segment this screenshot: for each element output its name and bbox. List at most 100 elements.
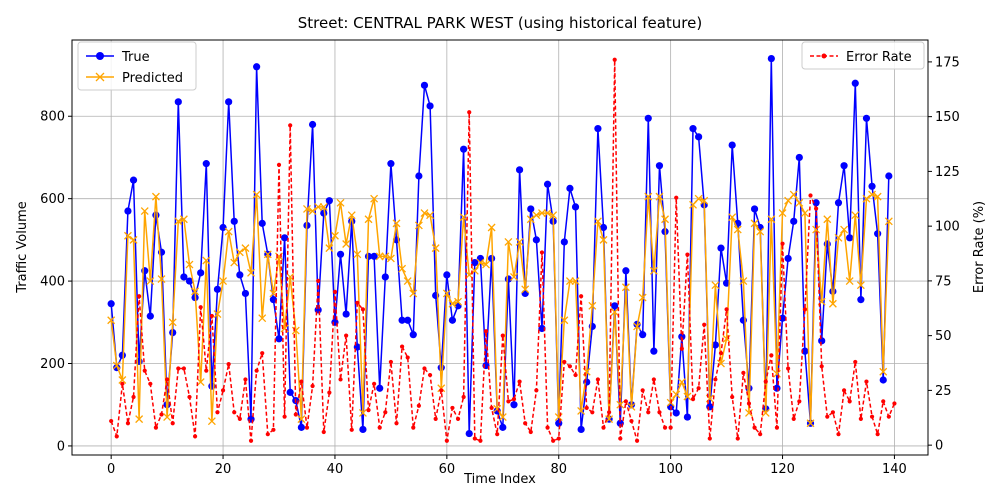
predicted-point: [163, 413, 172, 422]
error-point: [881, 399, 886, 404]
true-point: [185, 277, 194, 285]
error-point: [634, 438, 640, 443]
error-point: [243, 377, 248, 382]
true-point: [219, 223, 227, 232]
legend-true-label: True: [121, 50, 150, 65]
error-point: [248, 438, 254, 443]
predicted-point: [129, 235, 138, 244]
x-axis-label: Time Index: [463, 472, 536, 487]
error-point: [718, 351, 724, 356]
predicted-point: [336, 198, 345, 207]
predicted-point: [661, 215, 670, 224]
error-point: [534, 388, 539, 393]
true-point: [818, 337, 826, 345]
true-point: [213, 285, 222, 293]
predicted-point: [174, 217, 183, 226]
error-point: [679, 346, 684, 351]
predicted-point: [593, 217, 602, 226]
error-point: [892, 401, 897, 406]
true-point: [840, 162, 848, 170]
predicted-point: [565, 277, 574, 286]
true-point: [253, 63, 261, 71]
error-point: [427, 372, 433, 378]
true-point: [750, 205, 759, 213]
predicted-point: [884, 217, 893, 226]
predicted-point: [381, 252, 390, 261]
error-point: [405, 355, 410, 360]
predicted-point: [621, 283, 630, 292]
error-point: [847, 399, 852, 404]
true-point: [398, 316, 406, 324]
true-point: [862, 114, 871, 122]
x-axis: 0 20 40 60 80 100 120 140: [107, 455, 907, 477]
predicted-point: [504, 237, 513, 246]
predicted-point: [303, 205, 311, 213]
error-point: [707, 436, 712, 441]
true-point: [717, 244, 725, 252]
true-point: [488, 254, 496, 263]
y-tick-label-right: 25: [935, 384, 952, 399]
predicted-point: [812, 225, 821, 234]
error-point: [293, 412, 298, 417]
predicted-point: [493, 404, 502, 413]
error-point: [590, 410, 595, 415]
error-point: [159, 412, 164, 417]
predicted-point: [571, 277, 580, 286]
true-point: [879, 376, 887, 384]
error-point: [137, 294, 142, 299]
predicted-point: [140, 207, 149, 215]
predicted-point: [538, 209, 546, 218]
true-point: [644, 114, 652, 122]
error-point: [120, 381, 125, 386]
true-point: [655, 162, 664, 170]
true-point: [124, 207, 132, 215]
error-point: [511, 397, 517, 402]
predicted-point: [135, 415, 144, 424]
error-point: [321, 429, 326, 435]
predicted-point: [207, 417, 216, 426]
error-point: [215, 410, 220, 415]
predicted-point: [442, 289, 451, 298]
plot-frame: [71, 39, 929, 456]
true-point: [571, 203, 580, 211]
error-point: [735, 436, 740, 441]
true-point: [325, 197, 333, 205]
predicted-point: [314, 202, 323, 211]
true-point: [812, 199, 820, 207]
error-point: [176, 366, 181, 371]
predicted-point: [873, 192, 882, 201]
error-point: [601, 425, 606, 430]
true-point: [359, 425, 367, 434]
predicted-point: [627, 402, 636, 411]
error-point: [444, 438, 449, 443]
error-point: [646, 410, 651, 415]
true-point: [197, 269, 205, 277]
true-point: [409, 331, 417, 339]
true-point: [381, 273, 389, 281]
true-point: [202, 160, 210, 168]
error-point: [825, 414, 830, 419]
true-point: [672, 409, 680, 417]
error-point: [349, 427, 354, 432]
predicted-point: [828, 299, 837, 308]
error-point: [433, 416, 438, 421]
predicted-point: [409, 289, 418, 298]
predicted-point: [633, 322, 642, 331]
true-point: [286, 388, 294, 396]
predicted-point: [795, 198, 804, 207]
predicted-point: [219, 277, 228, 286]
error-point: [584, 405, 589, 411]
error-point: [780, 241, 785, 246]
true-point: [314, 306, 322, 314]
true-point: [795, 153, 803, 162]
true-point: [465, 429, 473, 438]
predicted-point: [191, 287, 200, 296]
predicted-point: [487, 223, 496, 232]
true-point: [532, 236, 540, 244]
predicted-point: [252, 190, 261, 199]
y-axis-label-left: Traffic Volume: [15, 201, 30, 294]
predicted-point: [588, 301, 597, 310]
predicted-point: [756, 227, 765, 236]
error-point: [830, 410, 835, 415]
predicted-point: [677, 378, 686, 387]
